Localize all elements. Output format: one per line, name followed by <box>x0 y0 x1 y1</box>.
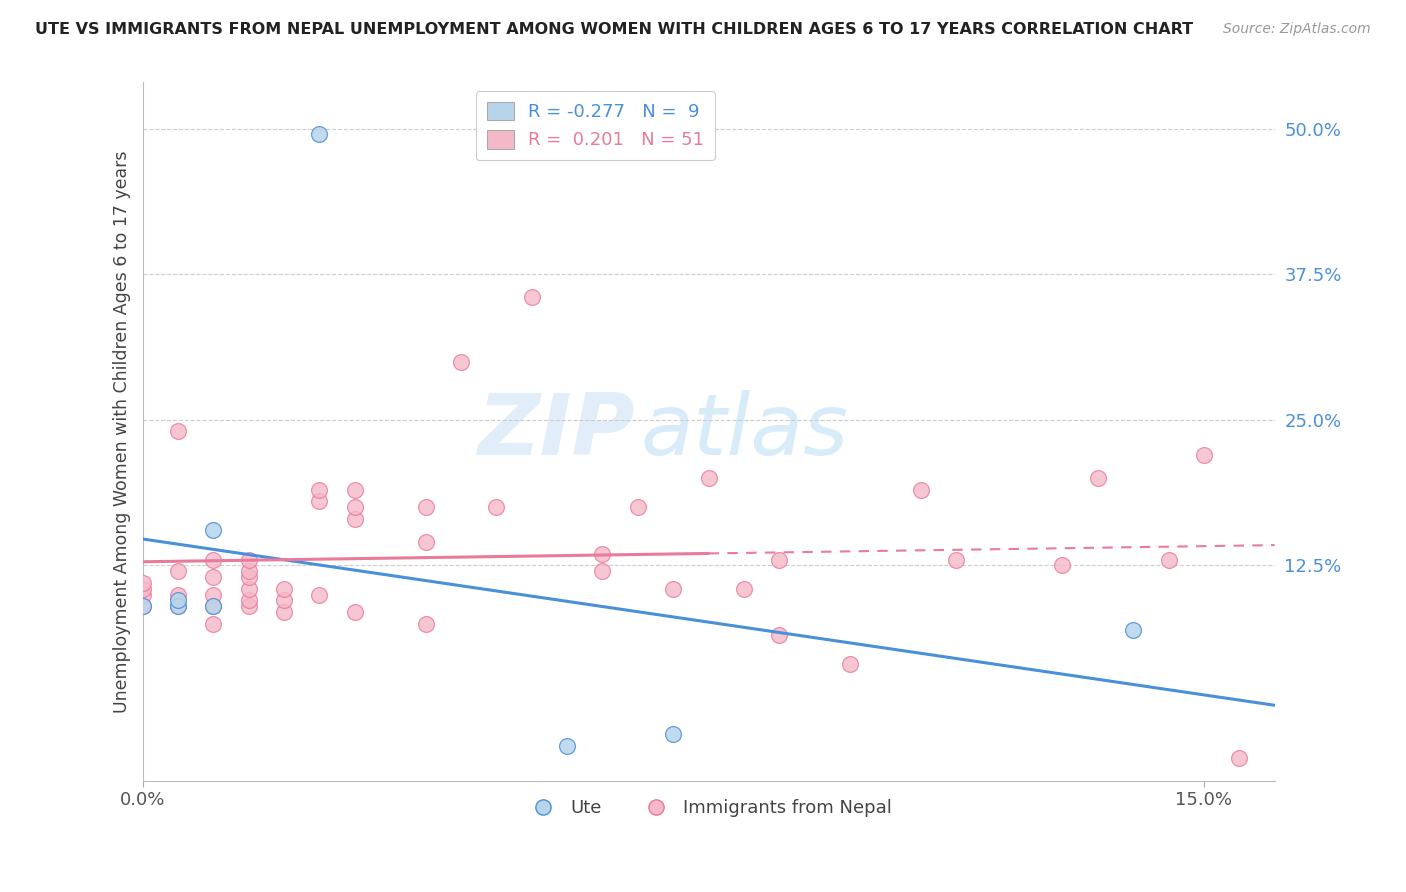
Point <box>238 552 260 566</box>
Point <box>733 582 755 596</box>
Point <box>308 483 330 497</box>
Point <box>131 588 153 602</box>
Point <box>592 547 614 561</box>
Point <box>1087 471 1109 485</box>
Point <box>273 593 295 607</box>
Point <box>238 599 260 614</box>
Point <box>308 128 330 142</box>
Point <box>343 512 366 526</box>
Point <box>167 588 190 602</box>
Text: ZIP: ZIP <box>478 390 636 473</box>
Point <box>238 564 260 578</box>
Point <box>273 605 295 619</box>
Point <box>343 605 366 619</box>
Point <box>167 599 190 614</box>
Point <box>343 483 366 497</box>
Point <box>1122 623 1144 637</box>
Point <box>167 425 190 439</box>
Point <box>592 564 614 578</box>
Point <box>238 570 260 584</box>
Point <box>1157 552 1180 566</box>
Point <box>415 500 437 515</box>
Text: atlas: atlas <box>641 390 849 473</box>
Text: Source: ZipAtlas.com: Source: ZipAtlas.com <box>1223 22 1371 37</box>
Point <box>131 582 153 596</box>
Point <box>202 616 225 631</box>
Point <box>450 354 472 368</box>
Point <box>131 599 153 614</box>
Point <box>839 657 862 672</box>
Point <box>520 290 543 304</box>
Point <box>555 739 578 753</box>
Point <box>202 588 225 602</box>
Point <box>202 599 225 614</box>
Point <box>238 593 260 607</box>
Point <box>238 582 260 596</box>
Point <box>910 483 932 497</box>
Y-axis label: Unemployment Among Women with Children Ages 6 to 17 years: Unemployment Among Women with Children A… <box>114 150 131 713</box>
Legend: Ute, Immigrants from Nepal: Ute, Immigrants from Nepal <box>517 792 900 824</box>
Point <box>1192 448 1215 462</box>
Point <box>627 500 650 515</box>
Point <box>768 628 790 642</box>
Point <box>343 500 366 515</box>
Point <box>415 616 437 631</box>
Point <box>1052 558 1074 573</box>
Point <box>167 564 190 578</box>
Point <box>131 575 153 590</box>
Point <box>697 471 720 485</box>
Point <box>768 552 790 566</box>
Point <box>415 535 437 549</box>
Point <box>1227 750 1250 764</box>
Point <box>273 582 295 596</box>
Point <box>131 599 153 614</box>
Point <box>485 500 508 515</box>
Point <box>662 582 685 596</box>
Point <box>308 588 330 602</box>
Point <box>202 570 225 584</box>
Point <box>167 593 190 607</box>
Point <box>202 599 225 614</box>
Text: UTE VS IMMIGRANTS FROM NEPAL UNEMPLOYMENT AMONG WOMEN WITH CHILDREN AGES 6 TO 17: UTE VS IMMIGRANTS FROM NEPAL UNEMPLOYMEN… <box>35 22 1194 37</box>
Point <box>945 552 967 566</box>
Point <box>167 599 190 614</box>
Point <box>202 524 225 538</box>
Point <box>308 494 330 508</box>
Point <box>662 727 685 741</box>
Point <box>202 552 225 566</box>
